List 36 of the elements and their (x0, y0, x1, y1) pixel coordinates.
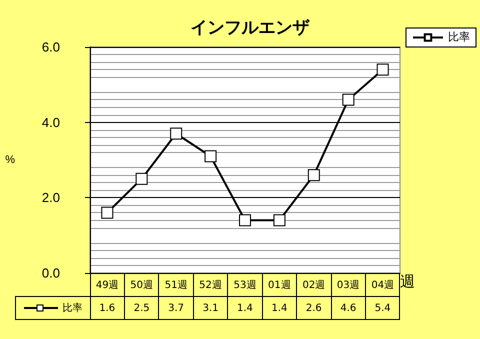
x-tick-label: 52週 (193, 274, 228, 296)
legend-label: 比率 (448, 30, 470, 44)
data-label: 2.6 (296, 296, 332, 320)
point (273, 214, 286, 226)
data-label: 5.4 (366, 296, 400, 320)
chart-title: インフルエンザ (190, 18, 310, 37)
data-label: 2.5 (124, 296, 159, 320)
point (101, 206, 114, 219)
point (170, 128, 182, 140)
y-tick-label: 4.0 (42, 114, 60, 130)
data-label: 3.1 (193, 296, 228, 320)
point (308, 169, 320, 182)
y-tick-label: 2.0 (42, 190, 60, 206)
x-axis-title: 週 (400, 274, 415, 290)
x-tick-label: 04週 (366, 274, 400, 296)
point (376, 64, 389, 76)
y-axis-title: % (5, 154, 16, 166)
point (239, 214, 251, 226)
point (204, 150, 217, 162)
y-tick-label: 0.0 (42, 266, 60, 280)
data-label: 1.6 (90, 296, 124, 320)
data-label: 3.7 (158, 296, 194, 320)
text: 比率 (62, 303, 82, 314)
x-tick-label: 51週 (158, 274, 194, 296)
x-tick-label: 03週 (331, 274, 366, 296)
x-tick-label: 50週 (124, 274, 159, 296)
data-label: 1.4 (228, 296, 262, 320)
data-label: 4.6 (331, 296, 366, 320)
point (136, 172, 148, 185)
data-label: 1.4 (262, 296, 297, 320)
y-tick-label: 6.0 (42, 40, 60, 54)
x-tick-label: 02週 (296, 274, 332, 296)
x-tick-label: 53週 (228, 274, 262, 296)
x-tick-label: 49週 (90, 274, 124, 296)
x-tick-label: 01週 (262, 274, 297, 296)
point (342, 94, 354, 106)
